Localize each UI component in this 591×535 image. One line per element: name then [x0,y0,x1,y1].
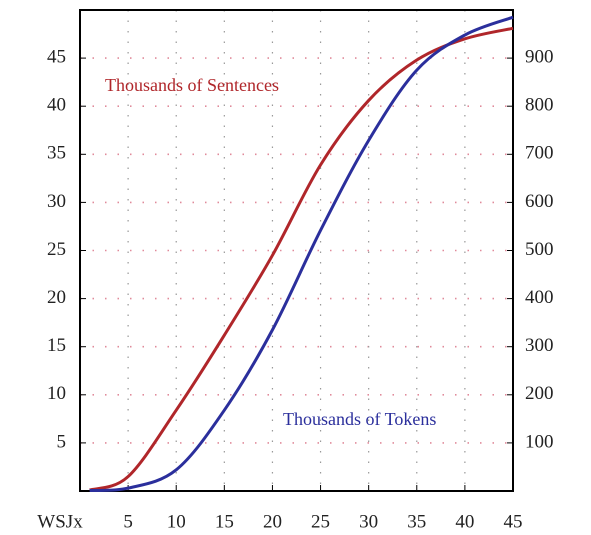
y2-tick-label: 500 [525,239,554,260]
y-tick-label: 15 [47,335,66,356]
x-tick-label: 30 [359,511,378,532]
series-label: Thousands of Tokens [283,409,436,429]
y2-tick-label: 800 [525,95,554,116]
x-tick-label: 20 [263,511,282,532]
x-tick-label: 10 [167,511,186,532]
y-tick-label: 45 [47,46,66,67]
y-tick-label: 5 [57,431,67,452]
y2-tick-label: 900 [525,46,554,67]
y-tick-label: 30 [47,191,66,212]
y2-tick-label: 700 [525,143,554,164]
plot-frame [79,9,514,492]
y2-tick-label: 300 [525,335,554,356]
x-tick-label: 25 [311,511,330,532]
y2-tick-label: 200 [525,383,554,404]
y-tick-label: 10 [47,383,66,404]
line [89,26,514,492]
y-tick-label: 35 [47,143,66,164]
line [89,15,514,493]
y-tick-label: 25 [47,239,66,260]
y2-tick-label: 100 [525,431,554,452]
y2-tick-label: 400 [525,287,554,308]
series-label: Thousands of Sentences [105,75,279,95]
x-tick-label: 35 [407,511,426,532]
x-tick-label: 5 [123,511,133,532]
x-axis-label: WSJx [37,511,83,532]
x-tick-label: 40 [455,511,474,532]
x-tick-label: 45 [504,511,523,532]
x-tick-label: 15 [215,511,234,532]
y-tick-label: 20 [47,287,66,308]
y-tick-label: 40 [47,95,66,116]
y2-tick-label: 600 [525,191,554,212]
